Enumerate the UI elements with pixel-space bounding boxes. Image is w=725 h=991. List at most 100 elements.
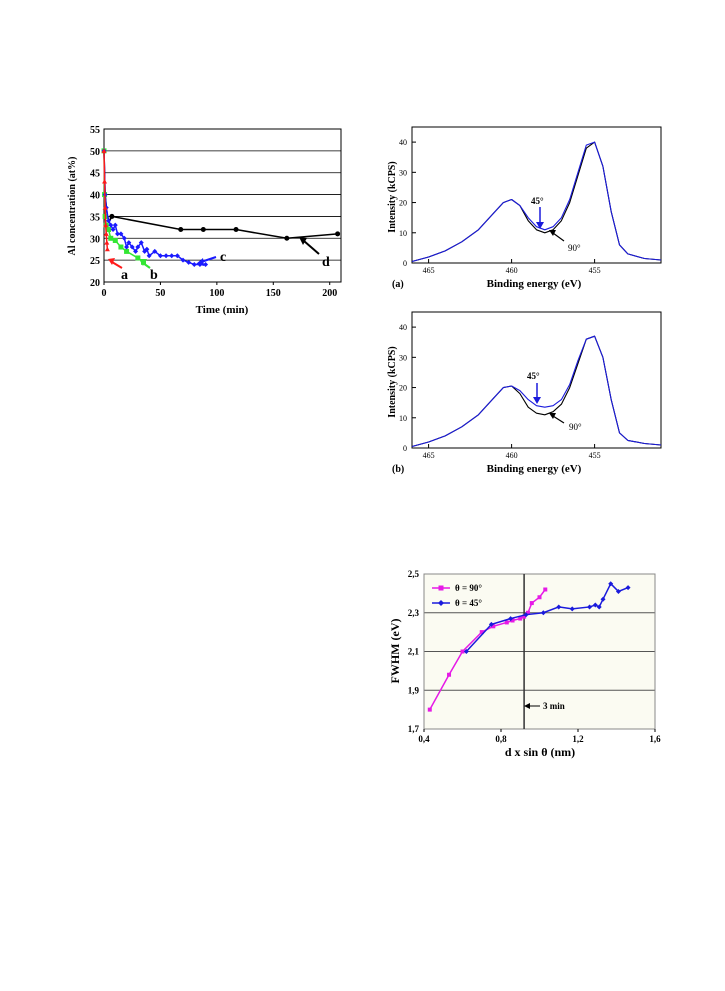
annotation-c: c: [196, 250, 226, 266]
data-point: [144, 246, 150, 252]
series-line: [411, 141, 662, 263]
data-point: [109, 213, 115, 219]
data-point: [427, 707, 432, 712]
x-tick-label: 200: [322, 288, 337, 299]
data-point: [522, 614, 527, 619]
data-point: [529, 601, 534, 606]
x-tick-label: 50: [155, 288, 165, 299]
data-point: [133, 248, 139, 254]
data-point: [600, 596, 606, 602]
y-tick-label: 10: [399, 414, 407, 423]
y-axis-label: Al concentration (at%): [67, 157, 78, 256]
annotation-a: a: [108, 258, 128, 283]
data-point: [180, 257, 186, 263]
data-point: [174, 253, 180, 259]
data-point: [488, 621, 494, 627]
y-tick-label: 0: [403, 444, 407, 453]
y-tick-label: 2,3: [408, 608, 420, 618]
data-point: [556, 604, 562, 610]
data-point: [587, 604, 593, 610]
x-axis-label: d x sin θ (nm): [505, 745, 575, 759]
data-point: [121, 235, 127, 241]
data-point: [233, 227, 239, 233]
data-point: [625, 585, 631, 591]
series-d-line: [103, 150, 338, 240]
data-point: [146, 253, 152, 259]
data-point: [104, 246, 110, 252]
data-point: [103, 222, 109, 228]
data-point: [569, 606, 575, 612]
data-point: [102, 213, 108, 219]
y-tick-label: 40: [399, 323, 407, 332]
x-tick-label: 1,2: [572, 734, 584, 744]
x-tick-label: 465: [423, 451, 435, 460]
svg-text:3 min: 3 min: [543, 701, 565, 711]
data-point: [101, 148, 107, 154]
series-line: [411, 335, 662, 448]
series-a-line: [103, 150, 109, 250]
data-point: [596, 604, 602, 610]
data-point: [106, 218, 112, 224]
data-point: [169, 253, 175, 259]
data-point: [152, 248, 158, 254]
y-tick-label: 30: [90, 234, 100, 245]
y-tick-label: 2,5: [408, 569, 420, 579]
y-tick-label: 1,7: [408, 724, 420, 734]
data-point: [103, 205, 109, 211]
data-point: [537, 595, 542, 600]
data-point: [508, 616, 514, 622]
data-point: [540, 610, 546, 616]
data-point: [112, 237, 118, 243]
y-tick-label: 45: [90, 169, 100, 180]
x-tick-label: 0,8: [495, 734, 507, 744]
svg-text:θ = 45°: θ = 45°: [455, 598, 482, 608]
data-point: [102, 205, 108, 210]
data-point: [118, 244, 124, 250]
x-axis-label: Binding energy (eV): [487, 463, 582, 475]
y-axis-label: FWHM (eV): [388, 619, 402, 684]
data-point: [126, 240, 132, 246]
data-point: [124, 248, 130, 254]
svg-text:θ = 90°: θ = 90°: [455, 583, 482, 593]
data-point: [112, 222, 118, 228]
plot-frame: [411, 311, 662, 449]
data-point: [101, 148, 107, 154]
data-point: [335, 231, 341, 237]
data-point: [102, 192, 108, 198]
y-tick-label: 2,1: [408, 647, 420, 657]
annotation-b: b: [139, 259, 158, 283]
x-tick-label: 150: [266, 288, 281, 299]
data-point: [479, 630, 484, 635]
annotation-3min: 3 min: [524, 701, 565, 711]
y-tick-label: 40: [399, 138, 407, 147]
series-line: [411, 141, 662, 263]
panel-label: (b): [392, 464, 404, 475]
y-tick-label: 20: [399, 384, 407, 393]
series-line: [429, 589, 546, 710]
data-point: [463, 649, 469, 654]
data-point: [141, 259, 146, 265]
x-tick-label: 465: [423, 266, 435, 275]
data-point: [447, 672, 452, 677]
y-tick-label: 20: [399, 199, 407, 208]
annotation-45: 45°: [531, 196, 544, 229]
data-point: [157, 253, 163, 259]
y-tick-label: 0: [403, 259, 407, 268]
data-point: [108, 222, 114, 228]
y-tick-label: 40: [90, 191, 100, 202]
x-axis-label: Binding energy (eV): [487, 278, 582, 290]
y-tick-label: 10: [399, 229, 407, 238]
annotation-d: d: [299, 237, 330, 270]
legend: θ = 90° θ = 45°: [432, 583, 482, 608]
data-point: [135, 244, 141, 250]
x-axis-label: Time (min): [196, 304, 249, 316]
annotation-90: 90°: [549, 230, 581, 253]
data-point: [525, 610, 530, 615]
data-point: [592, 602, 598, 608]
data-point: [191, 262, 197, 268]
plot-background: [424, 574, 655, 729]
